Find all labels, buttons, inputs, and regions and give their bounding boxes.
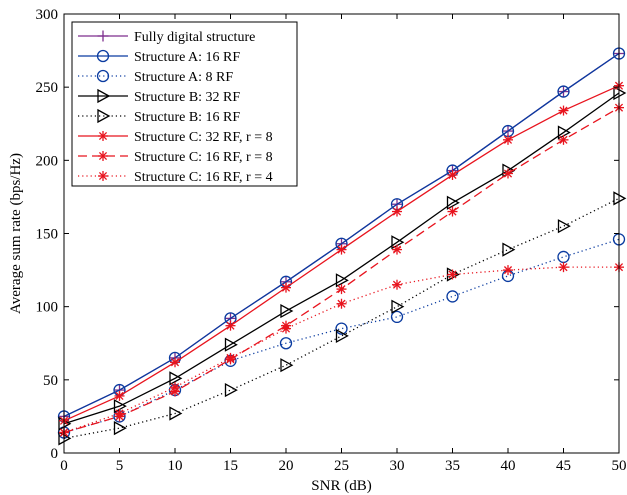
y-tick-label: 300 bbox=[36, 7, 59, 23]
x-tick-label: 20 bbox=[279, 458, 294, 474]
legend-label: Structure C: 16 RF, r = 4 bbox=[134, 170, 273, 185]
data-point bbox=[558, 262, 569, 273]
data-point bbox=[225, 320, 236, 331]
data-point bbox=[280, 358, 294, 373]
x-axis-label: SNR (dB) bbox=[311, 478, 371, 494]
legend-entry: Structure C: 16 RF, r = 8 bbox=[78, 150, 273, 165]
legend-entry: Structure B: 16 RF bbox=[78, 108, 240, 125]
y-tick-label: 200 bbox=[36, 153, 59, 169]
data-point bbox=[335, 328, 349, 344]
legend-label: Structure C: 16 RF, r = 8 bbox=[134, 150, 273, 165]
x-tick-label: 30 bbox=[390, 458, 405, 474]
legend-label: Structure B: 16 RF bbox=[134, 110, 240, 125]
legend-marker bbox=[98, 171, 108, 181]
legend-entry: Structure C: 16 RF, r = 4 bbox=[78, 170, 273, 185]
data-point bbox=[558, 105, 569, 116]
tick-layer: 0 5 10 15 20 25 30 35 40 45 50 0 50 100 150 200 250 300 bbox=[36, 7, 627, 474]
data-point bbox=[502, 242, 516, 257]
legend-label: Structure A: 8 RF bbox=[134, 70, 233, 85]
legend-entry: Fully digital structure bbox=[78, 30, 255, 45]
y-tick-label: 150 bbox=[36, 227, 59, 243]
x-tick-label: 5 bbox=[116, 458, 124, 474]
data-point bbox=[114, 408, 125, 419]
data-point bbox=[170, 382, 180, 393]
data-point bbox=[335, 273, 349, 288]
x-tick-label: 15 bbox=[223, 458, 238, 474]
data-point bbox=[224, 382, 238, 398]
data-point bbox=[336, 244, 347, 255]
data-point bbox=[392, 244, 402, 255]
legend-entry: Structure A: 8 RF bbox=[78, 69, 233, 85]
x-tick-label: 35 bbox=[445, 458, 460, 474]
series-line bbox=[63, 266, 619, 434]
legend-entry: Structure B: 32 RF bbox=[78, 88, 240, 105]
legend-box bbox=[71, 21, 298, 187]
data-point bbox=[558, 134, 569, 145]
data-point bbox=[503, 134, 513, 145]
x-tick-label: 40 bbox=[501, 458, 516, 474]
data-point bbox=[392, 206, 402, 217]
legend-entry: Structure C: 32 RF, r = 8 bbox=[78, 130, 273, 145]
legend-marker bbox=[96, 49, 110, 63]
x-tick-label: 0 bbox=[60, 458, 68, 474]
data-point bbox=[113, 421, 127, 436]
y-tick-label: 100 bbox=[36, 300, 59, 316]
data-point bbox=[224, 337, 238, 352]
data-point bbox=[392, 279, 402, 290]
legend-label: Fully digital structure bbox=[134, 30, 255, 45]
data-point bbox=[281, 323, 291, 334]
data-point bbox=[391, 299, 405, 314]
x-tick-label: 10 bbox=[168, 458, 183, 474]
data-point bbox=[336, 298, 347, 309]
y-tick-label: 50 bbox=[43, 373, 58, 389]
legend-marker bbox=[98, 131, 108, 141]
x-tick-label: 25 bbox=[334, 458, 349, 474]
data-point bbox=[446, 195, 460, 210]
data-point bbox=[336, 284, 347, 295]
y-tick-label: 250 bbox=[36, 80, 59, 96]
legend-label: Structure C: 32 RF, r = 8 bbox=[134, 130, 273, 145]
data-point bbox=[557, 219, 571, 234]
data-point bbox=[280, 303, 294, 319]
legend-marker bbox=[97, 88, 111, 104]
series-line bbox=[63, 52, 620, 418]
data-point bbox=[557, 85, 570, 98]
data-point bbox=[279, 337, 293, 350]
data-point bbox=[447, 269, 458, 280]
legend-label: Structure A: 16 RF bbox=[134, 50, 240, 65]
data-point bbox=[447, 169, 458, 180]
x-tick-label: 50 bbox=[612, 458, 627, 474]
y-axis-label: Average sum rate (bps/Hz) bbox=[8, 153, 24, 314]
data-point bbox=[225, 352, 236, 363]
data-point bbox=[447, 206, 458, 217]
series-line bbox=[63, 92, 620, 425]
data-point bbox=[170, 357, 180, 368]
data-point bbox=[446, 290, 459, 303]
x-tick-label: 45 bbox=[556, 458, 571, 474]
data-point bbox=[390, 310, 404, 324]
legend-marker bbox=[97, 108, 111, 124]
data-point bbox=[114, 390, 125, 401]
data-point bbox=[503, 265, 513, 276]
legend-marker bbox=[97, 30, 109, 42]
data-point bbox=[335, 322, 348, 335]
legend-marker bbox=[98, 151, 108, 161]
legend-entry: Structure A: 16 RF bbox=[78, 49, 240, 65]
data-point bbox=[169, 406, 183, 421]
legend-label: Structure B: 32 RF bbox=[134, 90, 240, 105]
data-point bbox=[503, 168, 513, 179]
data-point bbox=[281, 282, 291, 293]
y-tick-label: 0 bbox=[51, 446, 59, 462]
data-point bbox=[169, 371, 183, 386]
legend-marker bbox=[96, 69, 110, 83]
legend: Fully digital structure Structure A: 16 R… bbox=[71, 21, 298, 187]
